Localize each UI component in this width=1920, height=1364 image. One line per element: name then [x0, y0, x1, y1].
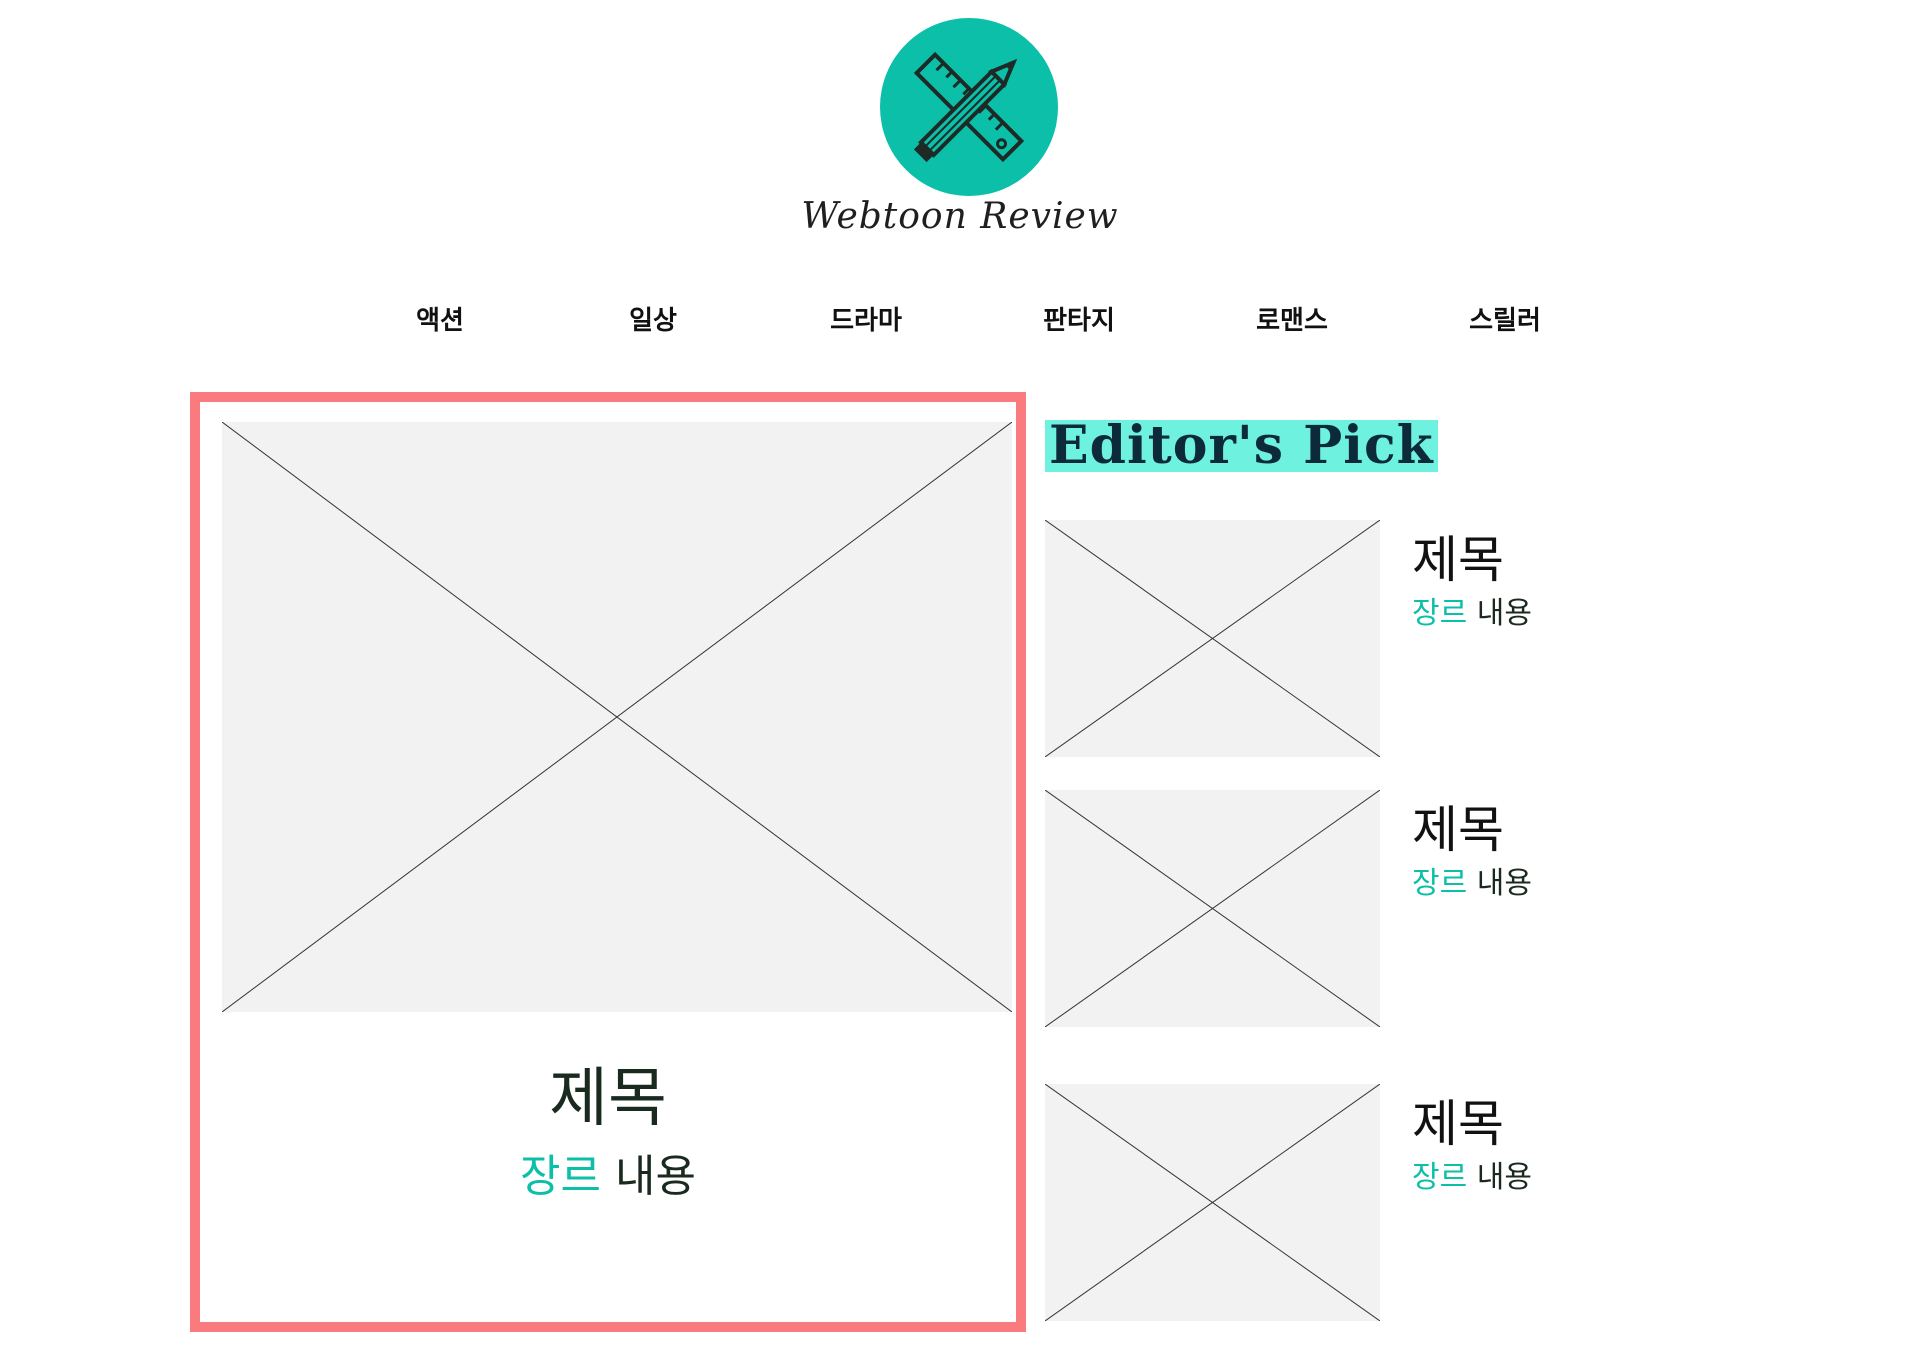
pick-title[interactable]: 제목 [1412, 801, 1504, 859]
crossed-pencil-ruler-icon [880, 18, 1058, 196]
image-placeholder-icon[interactable] [1045, 790, 1380, 1027]
pick-item[interactable]: 제목 장르 내용 [1045, 790, 1745, 1030]
nav-item-thriller[interactable]: 스릴러 [1469, 306, 1541, 336]
pick-item[interactable]: 제목 장르 내용 [1045, 1084, 1745, 1324]
featured-card[interactable]: 제목 장르 내용 [190, 392, 1026, 1332]
genre-nav: 액션 일상 드라마 판타지 로맨스 스릴러 [0, 300, 1920, 340]
nav-item-fantasy[interactable]: 판타지 [1043, 306, 1115, 336]
featured-title[interactable]: 제목 [549, 1062, 667, 1136]
pick-genre[interactable]: 장르 [1412, 596, 1468, 631]
featured-content: 내용 [615, 1151, 696, 1202]
pick-content: 내용 [1476, 1160, 1532, 1195]
logo-wordmark: Webtoon Review [801, 196, 1119, 237]
nav-item-action[interactable]: 액션 [416, 306, 464, 336]
nav-item-drama[interactable]: 드라마 [830, 306, 902, 336]
image-placeholder-icon[interactable] [1045, 520, 1380, 757]
pick-genre[interactable]: 장르 [1412, 866, 1468, 901]
pick-genre[interactable]: 장르 [1412, 1160, 1468, 1195]
pick-content: 내용 [1476, 596, 1532, 631]
image-placeholder-icon[interactable] [1045, 1084, 1380, 1321]
site-logo[interactable]: Webtoon Review [0, 0, 1920, 260]
pick-meta: 장르 내용 [1412, 1152, 1532, 1196]
image-placeholder-icon[interactable] [222, 422, 1012, 1012]
pick-title[interactable]: 제목 [1412, 531, 1504, 589]
editors-pick-heading: Editor's Pick [1045, 420, 1438, 472]
featured-meta: 장르 내용 [200, 1140, 1016, 1204]
pick-item[interactable]: 제목 장르 내용 [1045, 520, 1745, 760]
pick-meta: 장르 내용 [1412, 588, 1532, 632]
pick-title[interactable]: 제목 [1412, 1095, 1504, 1153]
nav-item-daily[interactable]: 일상 [629, 306, 677, 336]
nav-item-romance[interactable]: 로맨스 [1256, 306, 1328, 336]
pick-meta: 장르 내용 [1412, 858, 1532, 902]
pick-content: 내용 [1476, 866, 1532, 901]
featured-genre[interactable]: 장르 [520, 1151, 601, 1202]
